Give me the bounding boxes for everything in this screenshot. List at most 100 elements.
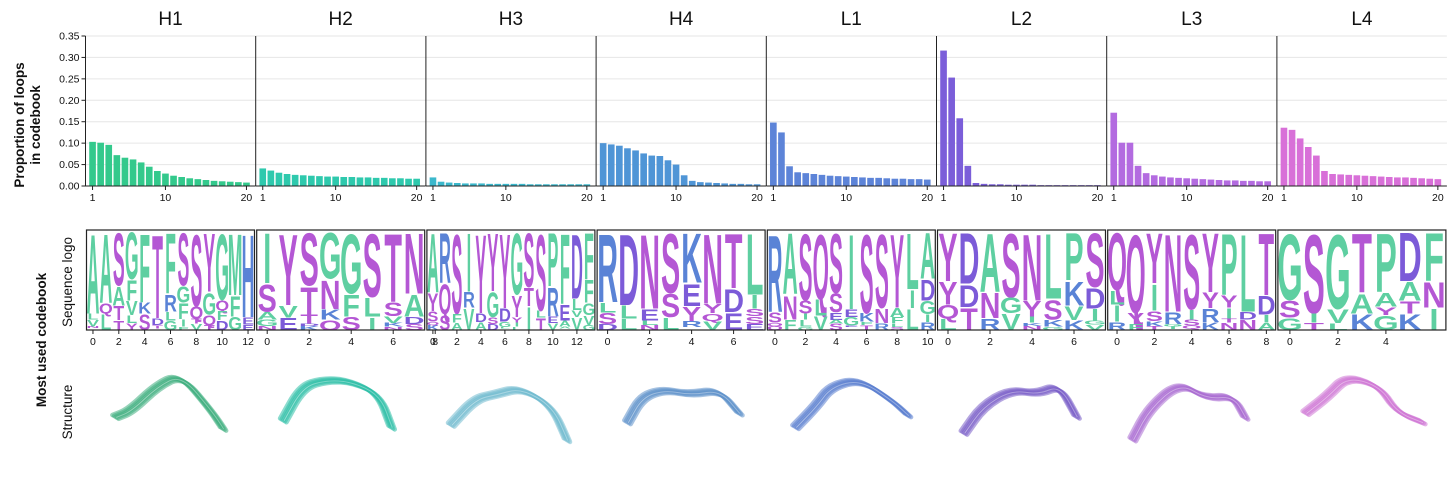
logo-letter: A	[427, 216, 439, 310]
logo-letter: L	[906, 218, 919, 307]
logo-minor-letter: I	[803, 313, 809, 322]
logo-minor-letter: Q	[99, 301, 113, 317]
logo-minor-letter: D	[475, 312, 487, 325]
logo-letter: N	[702, 214, 723, 325]
logo-minor-letter: F	[342, 288, 360, 324]
logo-letter: S	[535, 214, 546, 334]
bar	[308, 175, 315, 186]
bar	[1361, 175, 1369, 186]
bar	[632, 150, 639, 186]
logo-minor-letter: S	[1043, 295, 1062, 327]
logo-minor-letter: S	[661, 287, 680, 324]
bar	[1313, 155, 1320, 186]
bar	[1321, 171, 1328, 186]
logo-minor-letter: D	[920, 275, 935, 307]
logo-minor-letter: V	[1327, 306, 1349, 328]
logo-letter: H	[242, 211, 255, 342]
logo-minor-letter: Q	[1182, 325, 1202, 330]
logo-minor-letter: S	[427, 309, 438, 325]
shared-y-axis: 0.00 0.05 0.10 0.15 0.20 0.25 0.30 0.35	[59, 31, 86, 193]
bar	[1215, 180, 1223, 186]
bar	[267, 170, 275, 186]
bar	[956, 118, 964, 186]
x-tick-label: 1	[1281, 192, 1287, 204]
logo-minor-letter: S	[439, 312, 450, 336]
bar	[462, 183, 469, 186]
logo-minor-letter: Y	[703, 302, 722, 316]
bar	[1240, 180, 1247, 186]
structure-strand	[452, 389, 573, 445]
structure-highlight	[283, 380, 393, 429]
logo-minor-letter: G	[1084, 320, 1106, 326]
y-tick-label: 0.00	[59, 181, 80, 193]
logo-letter: L	[746, 215, 764, 313]
logo-minor-letter: Y	[1375, 305, 1397, 317]
logo-minor-letter: I	[925, 312, 931, 324]
bar	[1377, 176, 1385, 186]
logo-minor-letter: F	[217, 309, 228, 323]
bar	[1126, 142, 1134, 186]
logo-minor-letter: T	[300, 312, 318, 326]
panel-title: L3	[1181, 9, 1202, 30]
logo-minor-letter: S	[1183, 318, 1200, 327]
logo-minor-letter: D	[404, 315, 425, 326]
bar	[648, 155, 656, 186]
logo-x-tick-label: 2	[306, 336, 312, 348]
logo-x-tick-label: 4	[1383, 336, 1389, 348]
logo-minor-letter: V	[571, 315, 583, 335]
bar	[1394, 177, 1401, 186]
logo-letter: G	[1277, 214, 1303, 319]
logo-minor-letter: S	[384, 300, 403, 321]
logo-x-tick-label: 0	[90, 336, 96, 348]
logo-minor-letter: T	[113, 303, 124, 325]
logo-minor-letter: F	[178, 325, 189, 331]
bar	[186, 178, 194, 186]
logo-minor-letter: F	[891, 316, 904, 326]
logo-minor-letter: L	[939, 316, 957, 333]
logo-letter: A	[87, 213, 100, 339]
bar	[1369, 176, 1377, 186]
structure-highlight	[116, 378, 225, 430]
logo-minor-letter: G	[487, 285, 500, 325]
bar	[1402, 177, 1409, 186]
logo-minor-letter: G	[1163, 323, 1183, 327]
logo-x-tick-label: 8	[1263, 336, 1269, 348]
logo-minor-letter: R	[1164, 309, 1183, 327]
x-tick-label: 20	[921, 192, 933, 204]
logo-minor-letter: Q	[319, 318, 341, 333]
logo-minor-letter: T	[1304, 321, 1324, 332]
logo-minor-letter: V	[463, 304, 475, 338]
y-tick-label: 0.05	[59, 159, 80, 171]
bar	[1264, 181, 1271, 186]
bar	[121, 157, 129, 186]
bar	[429, 177, 437, 186]
structure-strand	[1306, 379, 1428, 427]
y-tick-label: 0.25	[59, 73, 80, 85]
logo-minor-letter: G	[1373, 312, 1399, 335]
logo-minor-letter: N	[1220, 321, 1238, 333]
logo-minor-letter: E	[279, 316, 298, 335]
structure-render	[1300, 375, 1428, 427]
logo-letter: A	[99, 214, 112, 324]
logo-minor-letter: T	[536, 315, 546, 334]
bar	[802, 173, 810, 186]
logo-minor-letter: T	[1147, 325, 1164, 331]
bar	[915, 179, 923, 186]
logo-x-tick-label: 2	[454, 336, 460, 348]
logo-minor-letter: R	[1201, 305, 1219, 326]
bar	[445, 182, 453, 186]
logo-minor-letter: V	[571, 309, 582, 320]
structure-highlight	[1133, 387, 1247, 441]
logo-minor-letter: I	[515, 322, 520, 328]
logo-minor-letter: Q	[215, 298, 229, 314]
bar	[753, 184, 761, 186]
logo-letter: Y	[1146, 219, 1163, 299]
x-tick-label: 20	[1262, 192, 1274, 204]
bar	[778, 132, 785, 186]
logo-letter: S	[829, 217, 843, 312]
logo-letter: Y	[475, 212, 486, 338]
logo-minor-letter: L	[906, 305, 919, 337]
